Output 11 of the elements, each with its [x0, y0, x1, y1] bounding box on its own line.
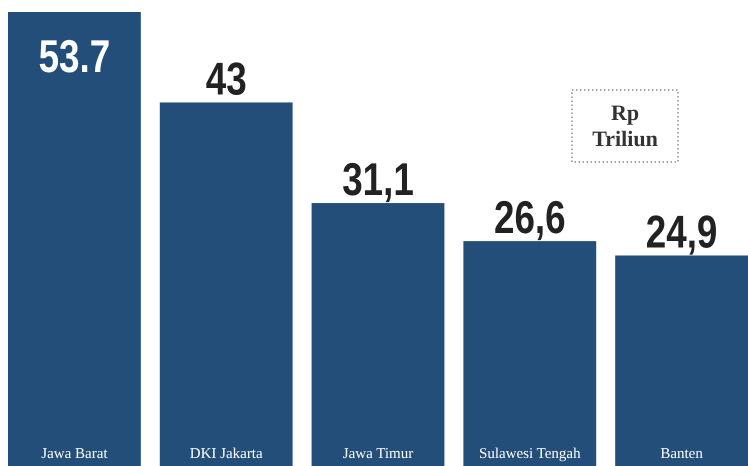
- data-label: 24,9: [646, 206, 718, 258]
- data-label: 26,6: [494, 191, 566, 244]
- x-tick-label: Sulawesi Tengah: [479, 446, 582, 462]
- x-tick-label: Jawa Timur: [342, 446, 414, 462]
- annotation: Rp Triliun: [592, 100, 658, 151]
- data-label: 53.7: [38, 30, 110, 82]
- x-tick-label: Banten: [660, 446, 704, 462]
- data-label: 31,1: [342, 153, 414, 206]
- x-tick-label: Jawa Barat: [41, 446, 108, 462]
- x-tick-label: DKI Jakarta: [190, 446, 263, 462]
- data-label: 43: [206, 52, 247, 104]
